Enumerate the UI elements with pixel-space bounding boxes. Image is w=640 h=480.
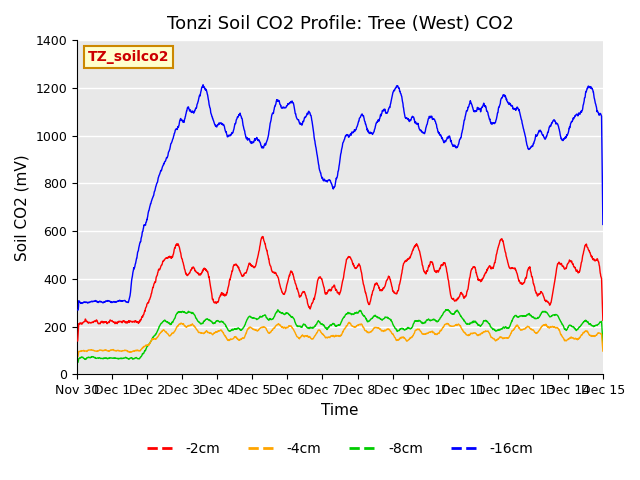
Y-axis label: Soil CO2 (mV): Soil CO2 (mV) [15,154,30,261]
Legend: -2cm, -4cm, -8cm, -16cm: -2cm, -4cm, -8cm, -16cm [141,436,539,461]
Title: Tonzi Soil CO2 Profile: Tree (West) CO2: Tonzi Soil CO2 Profile: Tree (West) CO2 [166,15,513,33]
X-axis label: Time: Time [321,403,359,418]
Text: TZ_soilco2: TZ_soilco2 [88,50,169,64]
